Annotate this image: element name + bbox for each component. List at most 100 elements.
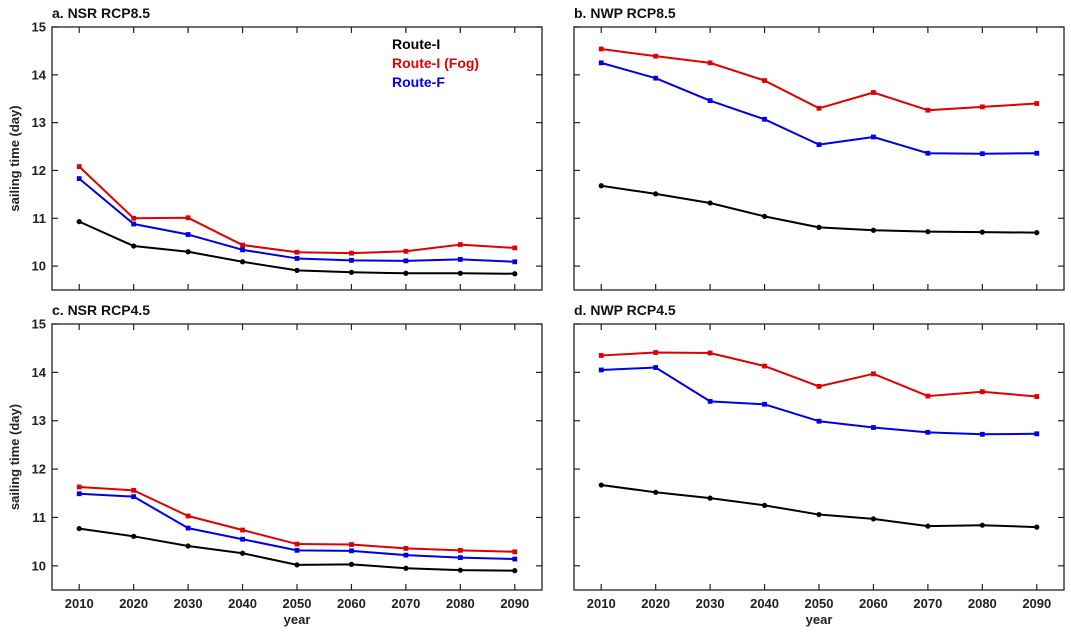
data-point (457, 555, 463, 560)
data-point (870, 516, 877, 522)
data-point (979, 522, 985, 528)
panel-2: b. NWP RCP8.5 (573, 5, 1065, 291)
data-point (403, 565, 409, 571)
y-axis-label: sailing time (day) (7, 404, 22, 510)
data-point (871, 90, 876, 95)
data-point (457, 242, 463, 247)
data-point (1034, 394, 1040, 399)
data-point (294, 249, 300, 255)
x-tick-label: 2070 (391, 596, 420, 611)
data-point (76, 525, 82, 532)
legend-entry: Route-I (392, 36, 440, 52)
data-point (925, 229, 931, 235)
data-point (457, 270, 463, 276)
data-point (653, 191, 659, 197)
y-tick-label: 14 (32, 365, 47, 380)
data-point (131, 487, 137, 493)
data-point (239, 259, 246, 265)
data-point (653, 489, 659, 495)
x-tick-label: 2060 (337, 596, 366, 611)
data-point (925, 107, 931, 113)
data-point (348, 561, 355, 567)
data-point (76, 484, 82, 490)
x-tick-label: 2070 (913, 596, 942, 611)
data-point (816, 224, 822, 230)
data-point (185, 232, 191, 237)
y-tick-label: 15 (32, 20, 46, 35)
data-point (512, 556, 518, 562)
data-point (294, 256, 300, 261)
data-point (240, 247, 245, 253)
data-point (707, 98, 713, 104)
x-axis-label: year (284, 612, 311, 627)
data-point (762, 363, 767, 369)
axes-frame (573, 26, 1065, 291)
data-point (979, 104, 985, 110)
data-point (871, 425, 876, 430)
data-point (925, 429, 931, 435)
data-point (185, 525, 191, 531)
data-point (979, 229, 985, 235)
data-point (457, 256, 463, 262)
data-point (871, 134, 876, 140)
data-point (294, 562, 300, 568)
data-point (816, 511, 822, 518)
x-tick-label: 2010 (65, 596, 94, 611)
y-tick-label: 11 (32, 510, 46, 525)
panel-4: 2010 2020 2030 2040 2050 2060 2070 2080 2090 d. N… (573, 302, 1065, 627)
data-point (653, 365, 659, 370)
panel-3: 10 11 12 13 14 15 2010 2020 2030 2040 2050 2060 2070… (7, 302, 543, 627)
y-tick-label: 11 (32, 211, 46, 226)
data-point (349, 257, 354, 263)
data-point (1034, 101, 1040, 106)
x-tick-label: 2020 (119, 596, 148, 611)
data-point (925, 523, 931, 529)
data-point (816, 418, 822, 424)
data-point (240, 242, 245, 248)
data-point (1034, 524, 1040, 530)
y-tick-label: 10 (32, 558, 46, 573)
data-point (925, 393, 931, 399)
x-tick-label: 2040 (228, 596, 257, 611)
data-point (294, 541, 300, 547)
data-point (403, 552, 409, 558)
data-point (598, 353, 604, 358)
legend-entry: Route-I (Fog) (392, 55, 479, 71)
data-point (131, 494, 137, 500)
data-point (403, 546, 409, 551)
data-point (707, 398, 713, 404)
data-point (598, 367, 604, 373)
data-point (1034, 230, 1040, 236)
legend-entry: Route-F (392, 74, 445, 90)
panel-title: a. NSR RCP8.5 (52, 5, 150, 21)
x-tick-label: 2060 (859, 596, 888, 611)
data-point (653, 350, 659, 355)
data-point (870, 227, 877, 233)
data-point (76, 176, 82, 181)
data-point (239, 550, 246, 556)
data-point (762, 116, 767, 122)
data-point (349, 548, 354, 554)
data-point (185, 513, 191, 519)
data-point (816, 105, 822, 111)
x-tick-label: 2090 (500, 596, 529, 611)
data-point (761, 502, 768, 508)
data-point (653, 75, 659, 81)
data-point (512, 568, 518, 574)
x-tick-label: 2050 (283, 596, 312, 611)
data-point (185, 543, 191, 549)
data-point (294, 267, 300, 273)
data-point (512, 549, 518, 555)
data-point (816, 142, 822, 148)
data-point (653, 53, 659, 59)
data-point (979, 151, 985, 157)
x-tick-label: 2040 (750, 596, 779, 611)
data-point (707, 200, 713, 206)
data-point (598, 46, 604, 52)
data-point (457, 567, 463, 573)
data-point (871, 371, 876, 377)
data-point (707, 60, 713, 66)
x-tick-label: 2030 (696, 596, 725, 611)
data-point (76, 491, 82, 497)
